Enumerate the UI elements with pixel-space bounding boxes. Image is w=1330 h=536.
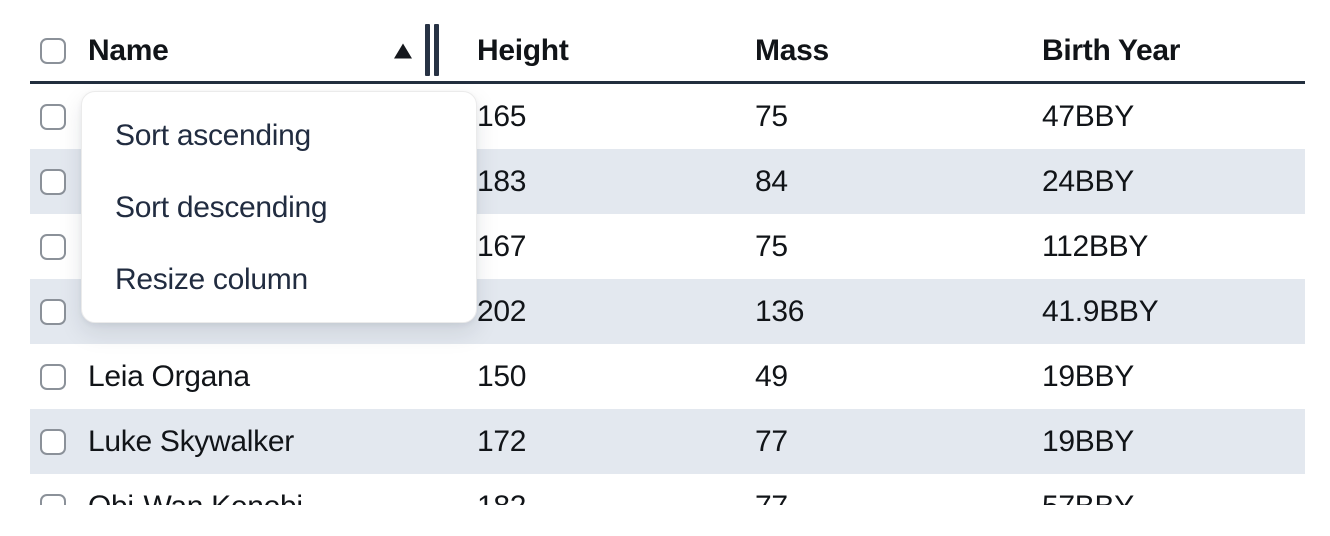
column-context-menu: Sort ascending Sort descending Resize co… <box>81 91 477 323</box>
cell-height: 172 <box>477 424 527 458</box>
column-header-birth-year-label: Birth Year <box>1042 33 1181 67</box>
cell-name: Obi-Wan Kenobi <box>88 490 477 506</box>
resize-bar-icon <box>425 24 430 76</box>
table-row: Obi-Wan Kenobi 182 77 57BBY <box>30 474 1305 505</box>
resize-bar-icon <box>434 24 439 76</box>
sort-ascending-icon <box>394 43 412 58</box>
table-header-row: Name Height Mass Birth Year <box>30 20 1305 84</box>
column-header-name-label: Name <box>88 33 169 67</box>
select-all-checkbox[interactable] <box>40 37 66 64</box>
column-header-birth-year[interactable]: Birth Year <box>1042 20 1305 81</box>
cell-mass: 77 <box>755 490 1042 506</box>
row-checkbox[interactable] <box>40 493 66 505</box>
cell-birth-year: 24BBY <box>1042 164 1134 198</box>
row-checkbox[interactable] <box>40 168 66 195</box>
column-header-height[interactable]: Height <box>477 20 755 81</box>
column-resize-handle[interactable] <box>425 24 439 76</box>
column-header-mass[interactable]: Mass <box>755 20 1042 81</box>
table-scroll-area: Name Height Mass Birth Year <box>30 20 1305 505</box>
cell-birth-year: 57BBY <box>1042 490 1305 506</box>
select-all-cell <box>30 20 88 81</box>
cell-birth-year: 41.9BBY <box>1042 294 1159 328</box>
cell-birth-year: 112BBY <box>1042 229 1149 263</box>
cell-height: 182 <box>477 490 755 506</box>
data-table: Name Height Mass Birth Year <box>30 20 1305 505</box>
cell-name: Leia Organa <box>88 359 250 393</box>
cell-height: 150 <box>477 359 527 393</box>
table-row: Luke Skywalker 172 77 19BBY <box>30 409 1305 474</box>
menu-item-resize-column[interactable]: Resize column <box>115 263 308 296</box>
cell-birth-year: 19BBY <box>1042 359 1134 393</box>
row-checkbox[interactable] <box>40 298 66 325</box>
cell-height: 165 <box>477 99 527 133</box>
cell-mass: 77 <box>755 424 788 458</box>
column-header-mass-label: Mass <box>755 33 829 67</box>
cell-birth-year: 47BBY <box>1042 99 1134 133</box>
table-row: Leia Organa 150 49 19BBY <box>30 344 1305 409</box>
column-header-height-label: Height <box>477 33 569 67</box>
column-header-name[interactable]: Name <box>88 20 477 81</box>
menu-item-sort-ascending[interactable]: Sort ascending <box>115 119 311 152</box>
table-row: 202 136 41.9BBY <box>30 279 1305 344</box>
cell-mass: 84 <box>755 164 788 198</box>
cell-mass: 136 <box>755 294 805 328</box>
table-row: 167 75 112BBY <box>30 214 1305 279</box>
cell-name: Luke Skywalker <box>88 424 294 458</box>
page: Name Height Mass Birth Year <box>30 20 1305 505</box>
row-checkbox[interactable] <box>40 233 66 260</box>
row-checkbox[interactable] <box>40 103 66 130</box>
table-row: 165 75 47BBY <box>30 84 1305 149</box>
cell-height: 202 <box>477 294 527 328</box>
cell-birth-year: 19BBY <box>1042 424 1134 458</box>
cell-height: 183 <box>477 164 527 198</box>
cell-mass: 49 <box>755 359 788 393</box>
row-checkbox[interactable] <box>40 363 66 390</box>
row-checkbox[interactable] <box>40 428 66 455</box>
menu-item-sort-descending[interactable]: Sort descending <box>115 191 328 224</box>
cell-height: 167 <box>477 229 527 263</box>
cell-mass: 75 <box>755 229 788 263</box>
cell-mass: 75 <box>755 99 788 133</box>
